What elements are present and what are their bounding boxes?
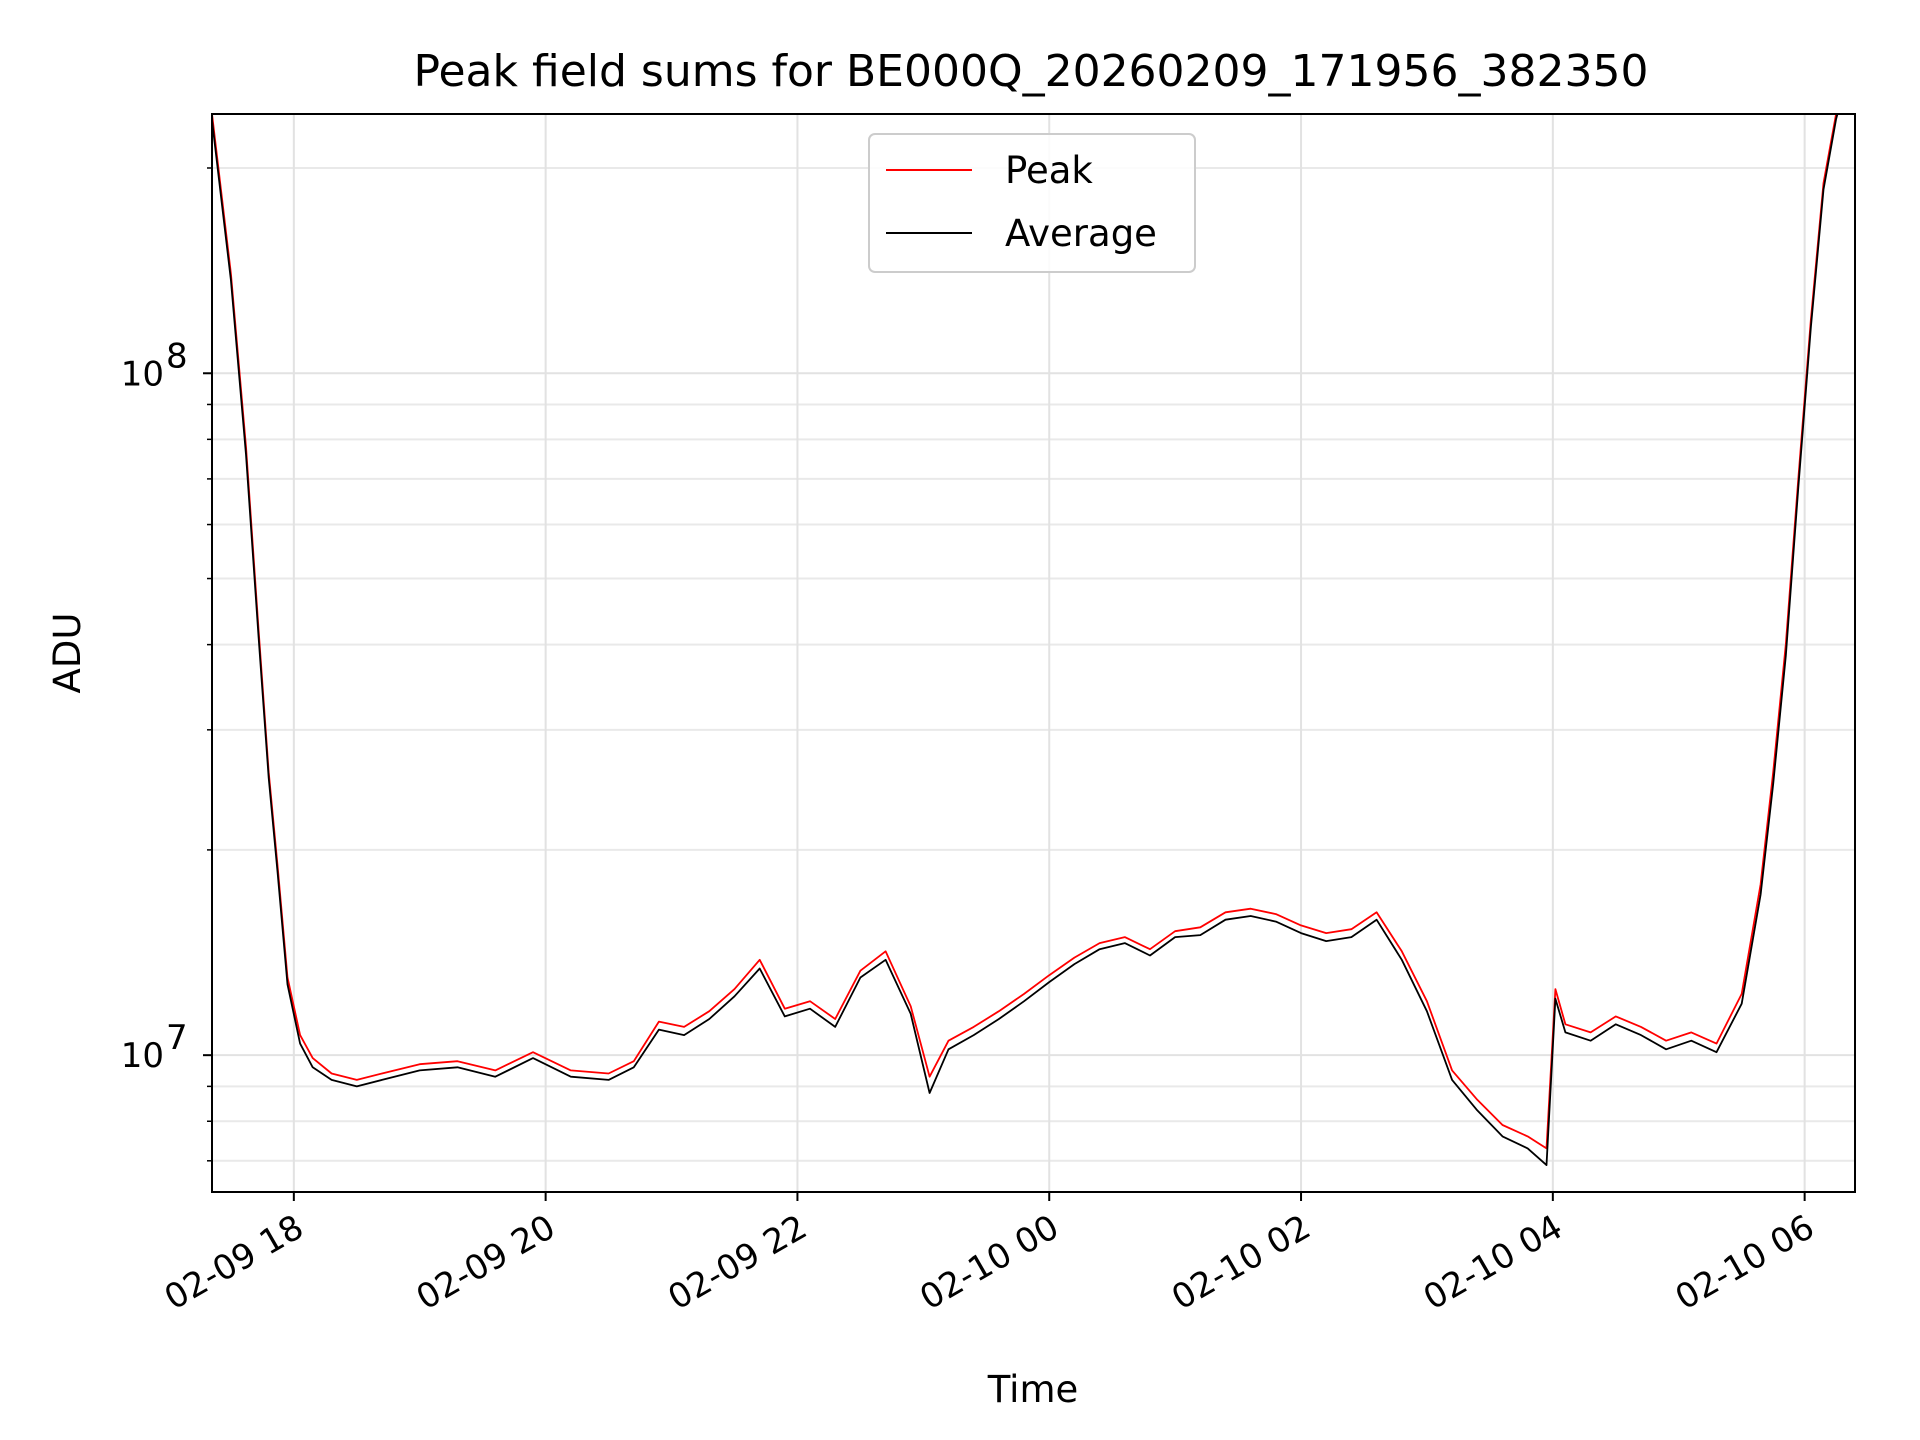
legend-average-label: Average bbox=[1005, 212, 1157, 255]
legend-box bbox=[868, 133, 1196, 273]
plot-frame bbox=[211, 113, 1856, 1193]
chart-title: Peak field sums for BE000Q_20260209_1719… bbox=[414, 46, 1649, 97]
y-tick-exponent: 7 bbox=[166, 1018, 188, 1058]
y-tick-label: 10 bbox=[121, 354, 164, 394]
series-line-peak bbox=[212, 114, 1838, 1150]
y-tick-label: 10 bbox=[121, 1036, 164, 1076]
series-layer bbox=[212, 114, 1839, 1166]
y-tick-exponent: 8 bbox=[166, 336, 188, 376]
x-axis-label: Time bbox=[987, 1368, 1079, 1411]
y-axis-label: ADU bbox=[46, 613, 89, 694]
legend-peak-label: Peak bbox=[1005, 149, 1093, 192]
legend: Peak Average bbox=[868, 133, 1196, 273]
grid bbox=[212, 114, 1855, 1192]
series-line-average bbox=[212, 114, 1839, 1166]
